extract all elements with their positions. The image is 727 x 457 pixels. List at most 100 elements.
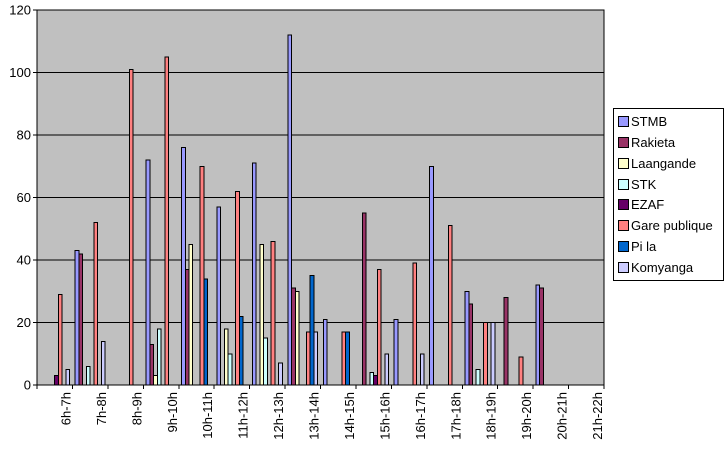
bar-gare-publique xyxy=(483,322,488,386)
bar-stk xyxy=(227,353,233,386)
legend-swatch xyxy=(618,157,629,169)
y-axis-tick-label: 40 xyxy=(17,253,31,268)
bar-komyanga xyxy=(419,353,425,386)
legend-item: Gare publique xyxy=(618,216,721,236)
bar-laangande xyxy=(223,328,229,386)
bar-rakieta xyxy=(291,287,296,386)
bar-stmb xyxy=(145,159,151,386)
bar-komyanga xyxy=(490,322,496,386)
bar-gare-publique xyxy=(199,165,205,386)
x-axis-category-label: 18h-19h xyxy=(484,392,499,440)
legend-item: Pi la xyxy=(618,237,721,257)
legend-label: Laangande xyxy=(631,155,697,171)
legend-label: STMB xyxy=(631,113,668,129)
bar-rakieta xyxy=(78,253,84,386)
bar-gare-publique xyxy=(341,331,347,386)
bar-pi-la xyxy=(203,278,209,386)
x-axis-category-label: 13h-14h xyxy=(307,392,322,440)
y-axis-tick-label: 60 xyxy=(17,190,31,205)
bar-komyanga xyxy=(65,368,71,386)
bar-gare-publique xyxy=(128,68,134,386)
legend-label: EZAF xyxy=(631,197,665,213)
legend-swatch xyxy=(618,115,629,127)
bar-gare-publique xyxy=(164,56,169,386)
bar-komyanga xyxy=(313,331,319,386)
x-axis-category-label: 15h-16h xyxy=(377,392,392,440)
bar-rakieta xyxy=(503,297,509,386)
bar-komyanga xyxy=(384,353,390,386)
legend-label: STK xyxy=(631,176,657,192)
bar-stk xyxy=(263,337,268,386)
x-axis-category-label: 8h-9h xyxy=(129,392,144,425)
legend: STMB Rakieta Laangande STK EZAF Gare publique… xyxy=(613,108,724,281)
bar-stmb xyxy=(429,165,434,386)
x-axis-category-label: 14h-15h xyxy=(342,392,357,440)
x-axis-category-label: 16h-17h xyxy=(413,392,428,440)
y-axis-tick-label: 100 xyxy=(9,65,31,80)
bar-rakieta xyxy=(468,303,474,386)
legend-swatch xyxy=(618,241,629,253)
legend-label: Pi la xyxy=(631,239,657,255)
bar-stmb xyxy=(393,318,399,386)
bar-komyanga xyxy=(100,340,106,386)
x-axis-category-label: 17h-18h xyxy=(448,392,463,440)
bar-gare-publique xyxy=(412,262,418,386)
bar-rakieta xyxy=(184,268,190,386)
bar-rakieta xyxy=(361,212,367,386)
legend-item: EZAF xyxy=(618,195,721,215)
bar-stmb xyxy=(322,318,328,386)
bar-stmb xyxy=(287,34,293,386)
legend-swatch xyxy=(618,220,629,232)
bar-stmb xyxy=(181,147,186,386)
bar-gare-publique xyxy=(447,225,453,386)
bar-stmb xyxy=(216,206,222,386)
legend-label: Gare publique xyxy=(631,218,713,234)
legend-item: STMB xyxy=(618,111,721,131)
x-axis-category-label: 9h-10h xyxy=(165,392,180,432)
legend-label: Rakieta xyxy=(631,134,676,150)
bar-pi-la xyxy=(238,315,244,386)
bar-laangande xyxy=(188,243,194,386)
bar-rakieta xyxy=(539,287,544,386)
legend-item: Laangande xyxy=(618,153,721,173)
bar-ezaf xyxy=(373,375,378,386)
legend-swatch xyxy=(618,178,629,190)
bar-stmb xyxy=(251,162,257,386)
bar-pi-la xyxy=(309,275,315,386)
bar-gare-publique xyxy=(57,293,63,386)
x-axis-category-label: 12h-13h xyxy=(271,392,286,440)
bar-stk xyxy=(369,372,375,386)
bar-gare-publique xyxy=(306,331,311,386)
bar-laangande xyxy=(294,290,300,386)
bar-gare-publique xyxy=(235,190,240,386)
x-axis-category-label: 20h-21h xyxy=(555,392,570,440)
bar-stk xyxy=(475,368,481,386)
bar-gare-publique xyxy=(93,222,99,386)
bar-stmb xyxy=(74,250,80,386)
legend-label: Komyanga xyxy=(631,260,694,276)
bar-komyanga xyxy=(278,362,283,386)
y-axis-tick-label: 0 xyxy=(24,378,31,393)
x-axis-category-label: 6h-7h xyxy=(58,392,73,425)
x-axis-category-label: 11h-12h xyxy=(236,392,251,439)
bar-stk xyxy=(156,328,162,386)
y-axis-tick-label: 80 xyxy=(17,128,31,143)
y-axis-tick-label: 20 xyxy=(17,315,31,330)
legend-item: STK xyxy=(618,174,721,194)
x-axis-category-label: 21h-22h xyxy=(590,392,605,440)
y-axis-tick-label: 120 xyxy=(9,3,31,18)
bar-stmb xyxy=(535,284,541,386)
legend-item: Rakieta xyxy=(618,132,721,152)
bar-pi-la xyxy=(345,331,350,386)
bar-gare-publique xyxy=(270,240,276,386)
legend-item: Komyanga xyxy=(618,258,721,278)
bar-stmb xyxy=(464,290,470,386)
x-axis-category-label: 10h-11h xyxy=(200,392,215,439)
bar-gare-publique xyxy=(518,356,524,386)
bar-stk xyxy=(85,365,91,386)
legend-swatch xyxy=(618,136,629,148)
bar-laangande xyxy=(259,243,265,386)
bar-ezaf xyxy=(54,375,59,386)
